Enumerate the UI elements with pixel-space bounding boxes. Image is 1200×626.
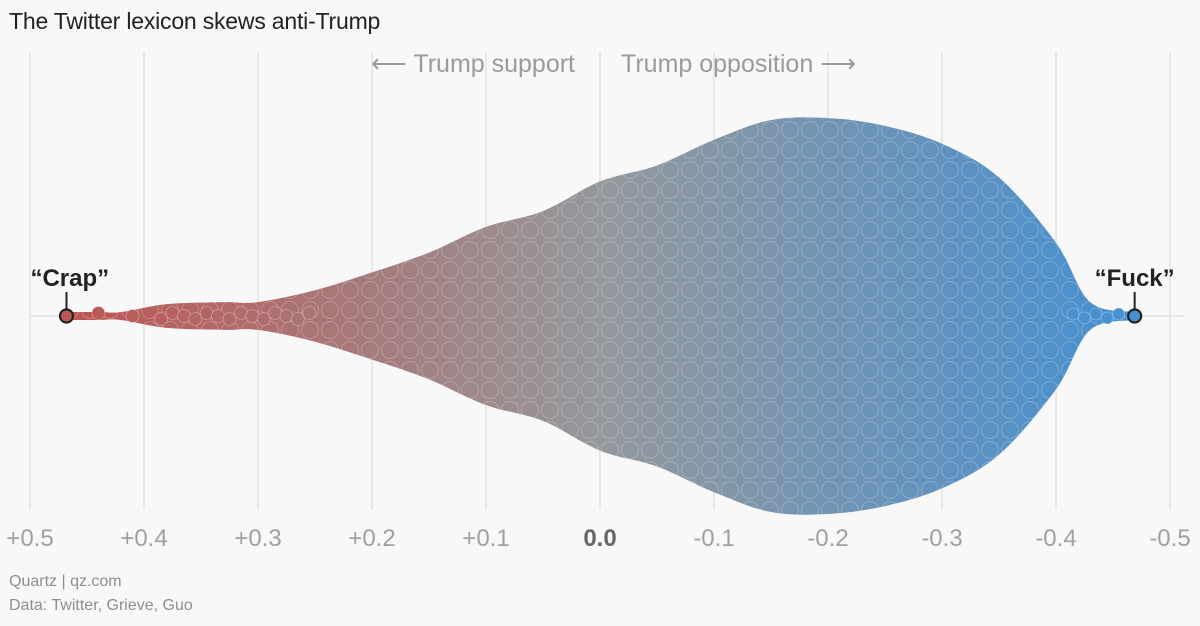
tail-dot-left-7 [211, 309, 226, 323]
annotation-label-1: “Fuck” [1095, 265, 1175, 292]
tail-dot-left-13 [279, 309, 294, 323]
source-credit: Quartz | qz.com [9, 573, 122, 590]
x-tick-label-5: 0.0 [583, 525, 616, 552]
x-tick-label-8: -0.3 [921, 525, 962, 552]
tail-dot-left-6 [199, 306, 214, 320]
tail-dot-left-12 [268, 306, 283, 320]
x-tick-label-1: +0.4 [120, 525, 167, 552]
tail-dot-left-2 [154, 312, 169, 326]
tail-dot-left-3 [165, 306, 180, 320]
x-tick-label-3: +0.2 [348, 525, 395, 552]
x-tick-label-0: +0.5 [6, 525, 53, 552]
annotation-label-0: “Crap” [30, 265, 109, 292]
x-tick-label-9: -0.4 [1035, 525, 1076, 552]
x-tick-label-2: +0.3 [234, 525, 281, 552]
tail-dot-left-5 [188, 312, 203, 326]
trump-opposition-label: Trump opposition ⟶ [621, 50, 856, 78]
edge-dots [91, 306, 1126, 326]
tail-dot-right-1 [1078, 311, 1091, 325]
x-tick-label-6: -0.1 [693, 525, 734, 552]
x-tick-label-10: -0.5 [1149, 525, 1190, 552]
chart-title: The Twitter lexicon skews anti-Trump [9, 8, 381, 34]
x-tick-label-7: -0.2 [807, 525, 848, 552]
annotations: “Crap” “Fuck” [30, 265, 1175, 324]
tail-dot-left-15 [302, 306, 317, 320]
annotated-point-0 [58, 308, 75, 324]
tail-dot-right-4 [1112, 307, 1126, 321]
tail-dot-left-11 [256, 312, 271, 326]
trump-support-label: ⟵ Trump support [371, 50, 575, 78]
tail-dot-left-0 [91, 306, 106, 320]
direction-labels: ⟵ Trump support Trump opposition ⟶ [371, 50, 856, 78]
tail-dot-right-0 [1066, 307, 1080, 321]
tail-dot-right-2 [1089, 307, 1103, 321]
tail-dot-right-3 [1100, 311, 1114, 325]
annotated-point-1 [1127, 308, 1143, 324]
tail-dot-left-14 [290, 312, 305, 326]
tail-dot-left-1 [125, 309, 140, 323]
tail-dot-left-4 [176, 309, 191, 323]
data-credit: Data: Twitter, Grieve, Guo [9, 597, 193, 614]
tail-dot-left-10 [245, 309, 260, 323]
x-tick-label-4: +0.1 [462, 525, 509, 552]
x-axis-ticks: +0.5 +0.4 +0.3 +0.2 +0.1 0.0 -0.1 -0.2 -0.3 -0.4 -… [6, 525, 1190, 552]
tail-dot-left-8 [222, 312, 237, 326]
tail-dot-left-9 [233, 306, 248, 320]
